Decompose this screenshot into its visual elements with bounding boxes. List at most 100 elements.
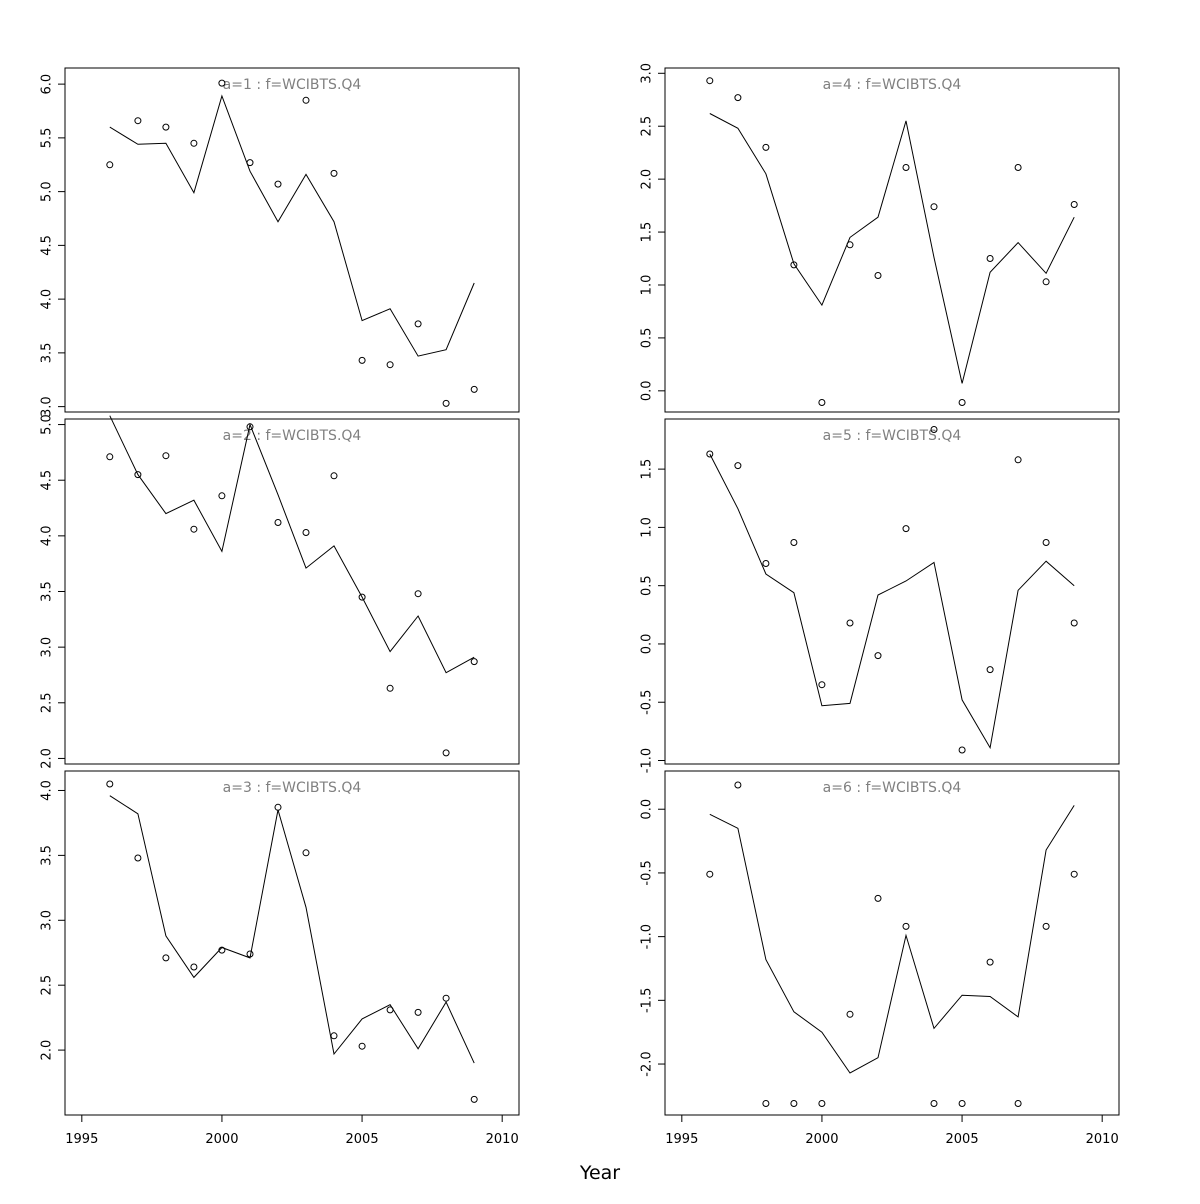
y-tick-label: 3.0 xyxy=(40,396,55,417)
observed-point xyxy=(442,749,450,757)
observed-point xyxy=(1070,870,1078,878)
panel-title: a=6 : f=WCIBTS.Q4 xyxy=(823,780,962,796)
observed-point xyxy=(846,619,854,627)
observed-point xyxy=(1014,1100,1022,1107)
y-tick-label: 3.0 xyxy=(40,637,55,658)
observed-point xyxy=(734,94,742,102)
observed-point xyxy=(1014,456,1022,464)
panel-frame xyxy=(664,67,1120,413)
observed-point xyxy=(1014,164,1022,171)
fitted-line xyxy=(709,453,1075,750)
observed-point xyxy=(358,1042,366,1050)
observed-point xyxy=(330,472,338,480)
panel-frame xyxy=(664,418,1120,765)
panel-title: a=4 : f=WCIBTS.Q4 xyxy=(823,77,962,93)
observed-point xyxy=(162,954,170,962)
y-tick-label: 1.5 xyxy=(640,222,655,243)
observed-point xyxy=(190,139,198,147)
y-tick-label: 2.0 xyxy=(640,169,655,190)
x-tick-label: 1995 xyxy=(665,1132,698,1147)
observed-point xyxy=(930,203,938,211)
observed-point xyxy=(246,950,254,958)
y-tick-label: 4.0 xyxy=(40,526,55,547)
panel-frame xyxy=(664,770,1120,1116)
y-tick-label: 2.5 xyxy=(40,975,55,996)
observed-point xyxy=(902,164,910,171)
y-tick-label: 3.5 xyxy=(40,845,55,866)
panel-4: a=4 : f=WCIBTS.Q4 0.0 0.5 1.0 1.5 2.0 2.5 3.0 xyxy=(640,63,1120,413)
observed-point xyxy=(218,946,226,954)
fitted-line xyxy=(109,795,475,1064)
observed-point xyxy=(790,539,798,546)
observed-point xyxy=(706,870,714,878)
observed-point xyxy=(442,994,450,1002)
x-tick-label: 2000 xyxy=(805,1132,838,1147)
observed-point xyxy=(1042,278,1050,286)
observed-point xyxy=(470,658,478,666)
panel-frame xyxy=(64,67,520,413)
y-tick-label: 0.0 xyxy=(640,634,655,655)
observed-point xyxy=(734,781,742,789)
y-tick-label: -1.5 xyxy=(640,988,655,1013)
y-tick-label: 3.0 xyxy=(40,910,55,931)
panel-frame xyxy=(64,770,520,1116)
observed-point xyxy=(386,684,394,692)
observed-point xyxy=(902,922,910,930)
y-tick-label: -1.0 xyxy=(640,748,655,773)
panel-title: a=5 : f=WCIBTS.Q4 xyxy=(823,428,962,444)
y-tick-label: 3.0 xyxy=(640,63,655,84)
panel-title: a=1 : f=WCIBTS.Q4 xyxy=(223,77,362,93)
y-tick-label: 2.0 xyxy=(40,748,55,769)
observed-point xyxy=(162,123,170,131)
x-tick-label: 2005 xyxy=(946,1132,979,1147)
observed-point xyxy=(958,746,966,754)
observed-point xyxy=(790,261,798,269)
y-tick-label: 5.5 xyxy=(40,128,55,149)
panel-2: a=2 : f=WCIBTS.Q4 2.0 2.5 3.0 3.5 4.0 4.5 5.0 xyxy=(40,414,520,769)
fitted-line xyxy=(109,94,475,357)
observed-point xyxy=(902,525,910,533)
observed-point xyxy=(706,450,714,458)
observed-point xyxy=(762,143,770,151)
observed-point xyxy=(986,666,994,674)
observed-point xyxy=(958,1100,966,1107)
x-tick-label: 2010 xyxy=(1086,1132,1119,1147)
observed-point xyxy=(874,652,882,660)
observed-point xyxy=(818,399,826,406)
fitted-line xyxy=(109,415,475,674)
y-tick-label: 4.5 xyxy=(40,470,55,491)
observed-point xyxy=(330,169,338,177)
y-tick-label: -2.0 xyxy=(640,1051,655,1076)
y-tick-label: 0.5 xyxy=(640,328,655,349)
observed-point xyxy=(874,894,882,902)
y-tick-label: 2.5 xyxy=(640,116,655,137)
y-tick-label: 4.0 xyxy=(40,780,55,801)
x-tick-label: 2005 xyxy=(346,1132,379,1147)
observed-point xyxy=(134,471,142,479)
observed-point xyxy=(386,1006,394,1014)
observed-point xyxy=(190,963,198,971)
observed-point xyxy=(134,117,142,125)
y-tick-label: 1.5 xyxy=(640,459,655,480)
observed-point xyxy=(958,399,966,406)
observed-point xyxy=(414,1008,422,1016)
observed-point xyxy=(274,180,282,188)
y-tick-label: 4.0 xyxy=(40,289,55,310)
observed-point xyxy=(874,272,882,279)
observed-point xyxy=(1042,539,1050,546)
panel-5: a=5 : f=WCIBTS.Q4 -1.0 -0.5 0.0 0.5 1.0 1.5 xyxy=(640,418,1120,773)
observed-point xyxy=(274,803,282,811)
observed-point xyxy=(274,519,282,526)
observed-point xyxy=(706,77,714,85)
y-tick-label: 5.0 xyxy=(40,414,55,435)
observed-point xyxy=(846,1010,854,1018)
observed-point xyxy=(414,320,422,328)
observed-point xyxy=(162,452,170,460)
panel-1: a=1 : f=WCIBTS.Q4 3.0 3.5 4.0 4.5 5.0 5.5 6.0 xyxy=(40,67,520,417)
observed-point xyxy=(218,79,226,87)
x-tick-label: 1995 xyxy=(65,1132,98,1147)
observed-point xyxy=(106,161,114,169)
observed-point xyxy=(930,1100,938,1107)
observed-point xyxy=(1070,619,1078,627)
y-tick-label: -1.0 xyxy=(640,924,655,949)
